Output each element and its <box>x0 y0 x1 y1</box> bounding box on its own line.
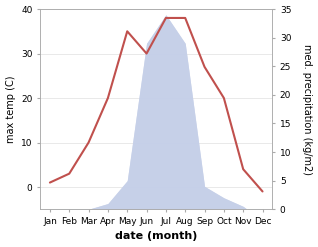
X-axis label: date (month): date (month) <box>115 231 197 242</box>
Y-axis label: max temp (C): max temp (C) <box>5 75 16 143</box>
Y-axis label: med. precipitation (kg/m2): med. precipitation (kg/m2) <box>302 44 313 175</box>
